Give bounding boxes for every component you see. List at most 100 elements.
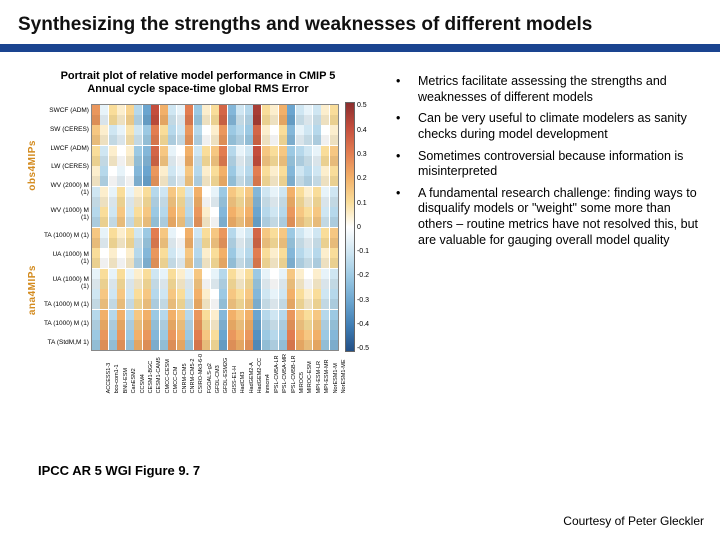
heatmap-cell [202, 269, 210, 289]
colorbar-wrap: 0.50.40.30.20.10-0.1-0.2-0.3-0.4-0.5 [345, 102, 369, 352]
x-label: CanESM2 [132, 354, 140, 393]
plot-title-line2: Annual cycle space-time global RMS Error [87, 83, 308, 95]
heatmap-cell [185, 105, 193, 125]
heatmap-cell [177, 146, 185, 166]
x-label: IPSL-CM5A-MR [283, 354, 291, 393]
heatmap-cell [177, 125, 185, 145]
heatmap-cell [194, 289, 202, 309]
heatmap-cell [92, 207, 100, 227]
heatmap-cell [321, 310, 329, 330]
heatmap-cell [287, 228, 295, 248]
heatmap-cell [313, 187, 321, 207]
row-label: WV (1000) M (1) [43, 208, 89, 221]
heatmap-cell [151, 166, 159, 186]
heatmap-cell [313, 310, 321, 330]
heatmap-cell [177, 187, 185, 207]
heatmap-cell [109, 187, 117, 207]
heatmap-cell [270, 248, 278, 268]
heatmap-cell [253, 289, 261, 309]
heatmap-cell [211, 310, 219, 330]
heatmap-cell [143, 187, 151, 207]
y-group-label: obs4MIPs [27, 140, 43, 191]
colorbar-ticks: 0.50.40.30.20.10-0.1-0.2-0.3-0.4-0.5 [357, 102, 369, 352]
heatmap-cell [109, 146, 117, 166]
heatmap-cell [296, 207, 304, 227]
heatmap-cell [160, 330, 168, 350]
heatmap-cell [287, 105, 295, 125]
heatmap-cell [126, 105, 134, 125]
heatmap-cell [151, 207, 159, 227]
heatmap-cell [185, 187, 193, 207]
heatmap-cell [330, 310, 338, 330]
heatmap-cell [245, 289, 253, 309]
y-row-labels: SWCF (ADM)SW (CERES)LWCF (ADM)LW (CERES)… [43, 102, 91, 352]
heatmap-cell [168, 146, 176, 166]
heatmap-cell [211, 248, 219, 268]
heatmap-cell [253, 330, 261, 350]
heatmap-cell [134, 310, 142, 330]
heatmap-cell [330, 269, 338, 289]
heatmap-cell [270, 330, 278, 350]
heatmap-cell [160, 187, 168, 207]
heatmap-cell [262, 228, 270, 248]
heatmap-cell [177, 166, 185, 186]
x-label: HadCM3 [241, 354, 249, 393]
heatmap-cell [287, 166, 295, 186]
heatmap-cell [228, 248, 236, 268]
heatmap-cell [211, 146, 219, 166]
heatmap-cell [168, 105, 176, 125]
heatmap-cell [185, 228, 193, 248]
heatmap-cell [100, 187, 108, 207]
heatmap-cell [92, 187, 100, 207]
heatmap-cell [304, 125, 312, 145]
heatmap-cell [236, 289, 244, 309]
heatmap-cell [321, 125, 329, 145]
heatmap-cell [313, 207, 321, 227]
heatmap-cell [143, 105, 151, 125]
heatmap-cell [296, 166, 304, 186]
heatmap-cell [287, 269, 295, 289]
heatmap-cell [304, 207, 312, 227]
heatmap-cell [296, 228, 304, 248]
heatmap-cell [236, 146, 244, 166]
heatmap-cell [330, 330, 338, 350]
heatmap-cell [92, 105, 100, 125]
heatmap-cell [321, 166, 329, 186]
heatmap-cell [185, 269, 193, 289]
heatmap-cell [160, 146, 168, 166]
heatmap-cell [296, 310, 304, 330]
heatmap-cell [134, 125, 142, 145]
heatmap-cell [194, 228, 202, 248]
heatmap-cell [177, 228, 185, 248]
bullet-list: •Metrics facilitate assessing the streng… [396, 74, 708, 248]
heatmap-cell [151, 289, 159, 309]
bullet-dot: • [396, 186, 404, 249]
heatmap-cell [92, 125, 100, 145]
heatmap-cell [313, 105, 321, 125]
heatmap-cell [168, 166, 176, 186]
heatmap-cell [202, 166, 210, 186]
heatmap-cell [92, 289, 100, 309]
heatmap-cell [160, 289, 168, 309]
heatmap-cell [100, 207, 108, 227]
heatmap-cell [117, 228, 125, 248]
heatmap-cell [313, 146, 321, 166]
heatmap-cell [177, 248, 185, 268]
heatmap-cell [100, 105, 108, 125]
heatmap-cell [194, 248, 202, 268]
heatmap-cell [313, 330, 321, 350]
heatmap-cell [219, 289, 227, 309]
heatmap-cell [279, 289, 287, 309]
heatmap-cell [219, 310, 227, 330]
heatmap-cell [160, 166, 168, 186]
heatmap-cell [168, 125, 176, 145]
heatmap-cell [143, 125, 151, 145]
heatmap-cell [134, 146, 142, 166]
heatmap-cell [211, 187, 219, 207]
heatmap-cell [262, 248, 270, 268]
heatmap-cell [100, 166, 108, 186]
heatmap-cell [109, 269, 117, 289]
heatmap-cell [304, 330, 312, 350]
heatmap-cell [262, 207, 270, 227]
heatmap-cell [219, 187, 227, 207]
